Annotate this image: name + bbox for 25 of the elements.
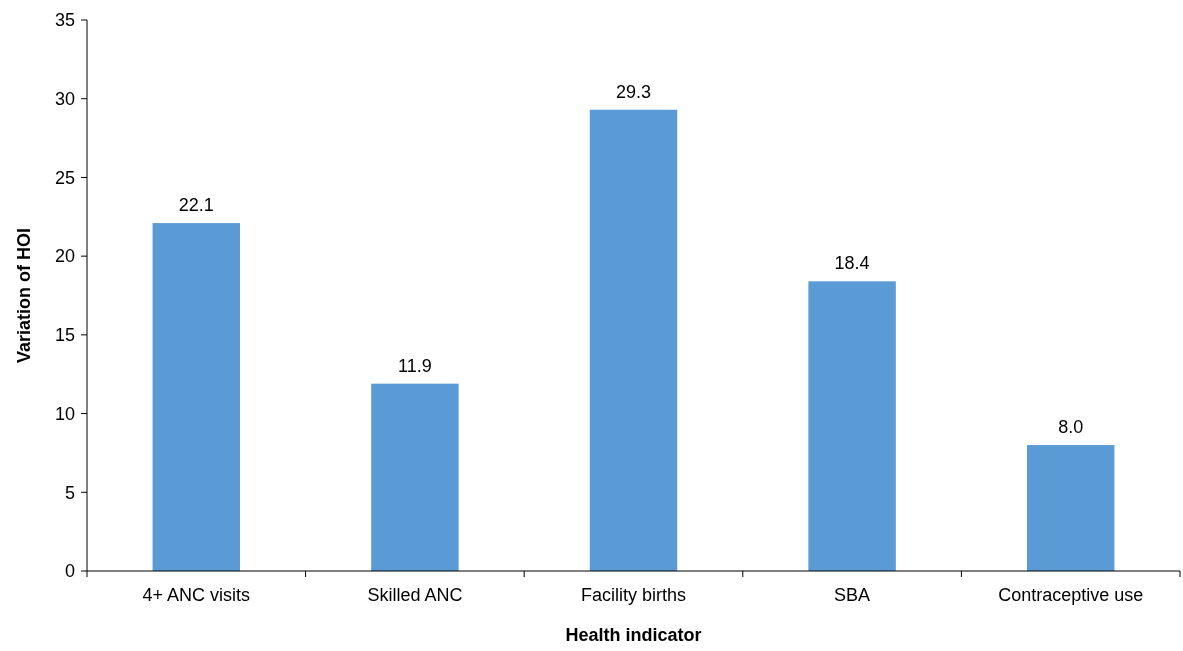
x-tick-label: Skilled ANC — [367, 585, 463, 605]
y-tick-label: 5 — [64, 482, 75, 503]
bar — [152, 223, 241, 571]
data-label: 8.0 — [1058, 417, 1084, 438]
y-tick-label: 20 — [54, 246, 75, 267]
data-label: 11.9 — [398, 355, 432, 376]
y-tick-label: 0 — [64, 561, 75, 582]
y-tick-label: 25 — [54, 167, 75, 188]
bar — [589, 109, 678, 571]
y-tick-label: 15 — [54, 325, 75, 346]
x-tick-label: Contraceptive use — [998, 585, 1144, 605]
x-axis-title: Health indicator — [565, 625, 702, 645]
x-tick-label: Facility births — [580, 585, 687, 605]
y-tick-label: 30 — [54, 89, 75, 110]
data-label: 29.3 — [615, 81, 652, 102]
x-tick-label: 4+ ANC visits — [142, 585, 251, 605]
x-tick-label: SBA — [834, 585, 871, 605]
data-label: 22.1 — [178, 195, 214, 216]
bar — [371, 383, 459, 571]
data-label: 18.4 — [834, 253, 870, 274]
bar — [1026, 445, 1115, 571]
y-axis-title: Variation of HOI — [14, 227, 34, 364]
bar — [808, 281, 896, 571]
y-tick-label: 10 — [54, 403, 75, 424]
y-tick-label: 35 — [54, 10, 75, 31]
